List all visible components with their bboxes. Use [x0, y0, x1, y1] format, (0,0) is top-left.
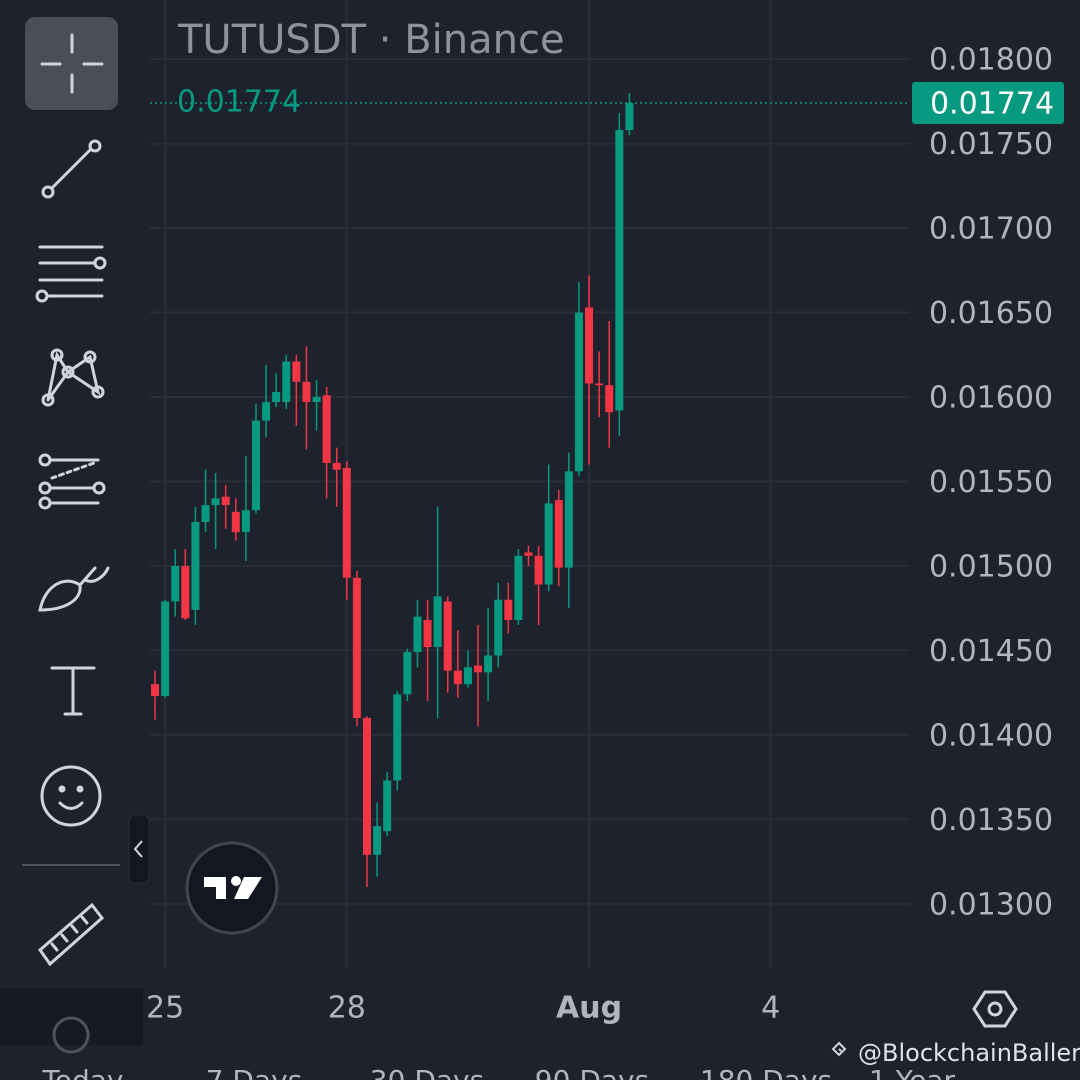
candle-body [544, 503, 553, 585]
candle-body [484, 655, 493, 673]
y-tick-label: 0.01500 [929, 549, 1053, 584]
candle-body [342, 467, 351, 578]
candle-body [332, 462, 341, 470]
y-tick-label: 0.01450 [929, 634, 1053, 669]
candle-body [504, 599, 513, 620]
candle-body [383, 780, 392, 832]
watermark: @BlockchainBaller [858, 1039, 1080, 1067]
y-tick-label: 0.01300 [929, 887, 1053, 922]
candle-body [494, 599, 503, 656]
candle-body [605, 385, 614, 413]
ruler-tool[interactable] [37, 902, 105, 967]
candle-body [443, 601, 452, 671]
candle-body [564, 471, 573, 568]
x-tick-label: 28 [328, 991, 366, 1026]
candle-body [171, 565, 180, 602]
toolbar [0, 17, 150, 1054]
candle-body [403, 652, 412, 695]
candle-body [524, 552, 533, 556]
collapse-button[interactable] [128, 814, 150, 884]
y-tick-label: 0.01600 [929, 380, 1053, 415]
plot [150, 92, 910, 887]
candle-body [474, 665, 483, 673]
candle-body [231, 511, 240, 533]
y-tick-label: 0.01750 [929, 127, 1053, 162]
brush-tool[interactable] [38, 566, 110, 612]
candle-body [282, 361, 291, 403]
pattern-tool[interactable] [41, 348, 105, 407]
candle-body [585, 307, 594, 384]
candle-body [534, 555, 543, 585]
y-tick-label: 0.01800 [929, 43, 1053, 78]
candle-body [241, 510, 250, 533]
watermark-icon [831, 1041, 847, 1057]
candle-body [312, 396, 321, 403]
candle-body [413, 616, 422, 653]
collapse-icon [133, 840, 143, 858]
y-tick-label: 0.01650 [929, 296, 1053, 331]
x-tick-label: 25 [146, 991, 184, 1026]
y-tick-label: 0.01400 [929, 718, 1053, 753]
candle-body [554, 500, 563, 568]
candle-body [251, 420, 260, 511]
y-tick-label: 0.01700 [929, 212, 1053, 247]
range-button[interactable]: 1 Year [869, 1064, 955, 1080]
last-price-box [912, 82, 1064, 125]
candle-body [302, 381, 311, 403]
fib-tool[interactable] [35, 245, 107, 303]
crosshair-icon [40, 33, 104, 94]
y-tick-label: 0.01350 [929, 803, 1053, 838]
toolbar-footer [0, 988, 143, 1045]
candle-body [151, 684, 160, 697]
candle-body [322, 395, 331, 463]
candle-body [161, 601, 170, 697]
add-button[interactable] [52, 1016, 90, 1054]
chart-title: TUTUSDT · Binance [177, 17, 565, 63]
y-tick-label: 0.01550 [929, 465, 1053, 500]
candle-body [181, 565, 190, 619]
candle-body [393, 694, 402, 781]
candle-body [362, 717, 371, 855]
candle-body [433, 596, 442, 648]
range-button[interactable]: 180 Days [700, 1064, 832, 1080]
candle-body [221, 496, 230, 506]
emoji-tool[interactable] [40, 765, 102, 827]
range-button[interactable]: Today [42, 1064, 124, 1080]
candle-body [262, 402, 271, 421]
candle-body [574, 312, 583, 472]
range-button[interactable]: 30 Days [370, 1064, 484, 1080]
x-tick-label: Aug [556, 991, 622, 1026]
last-price-label: 0.01774 [930, 87, 1054, 122]
range-button[interactable]: 90 Days [535, 1064, 649, 1080]
candle-body [292, 361, 301, 382]
candle-body [272, 391, 281, 403]
candle-body [615, 130, 624, 411]
logo [185, 841, 279, 935]
candle-body [201, 505, 210, 523]
candle-body [211, 498, 220, 506]
range-bar: Today 7 Days 30 Days 90 Days 180 Days 1 Year [42, 1064, 956, 1080]
last-price-legend: 0.01774 [177, 85, 301, 120]
range-button[interactable]: 7 Days [206, 1064, 303, 1080]
candle-body [625, 103, 634, 131]
candle-body [352, 577, 361, 718]
candle-body [191, 522, 200, 610]
forecast-tool[interactable] [38, 453, 106, 510]
candle-body [514, 555, 523, 620]
axes: 0.01300 0.01350 0.01400 0.01450 0.01500 0.015… [146, 43, 1064, 1026]
candle-body [373, 826, 382, 855]
candle-body [423, 619, 432, 648]
crosshair-button[interactable] [25, 17, 118, 110]
text-tool[interactable] [50, 666, 96, 716]
candle-body [463, 667, 472, 685]
x-tick-label: 4 [761, 991, 780, 1026]
trend-line-tool[interactable] [41, 139, 102, 199]
settings-button[interactable] [972, 990, 1018, 1028]
candle-body [595, 383, 604, 386]
candle-body [453, 670, 462, 685]
